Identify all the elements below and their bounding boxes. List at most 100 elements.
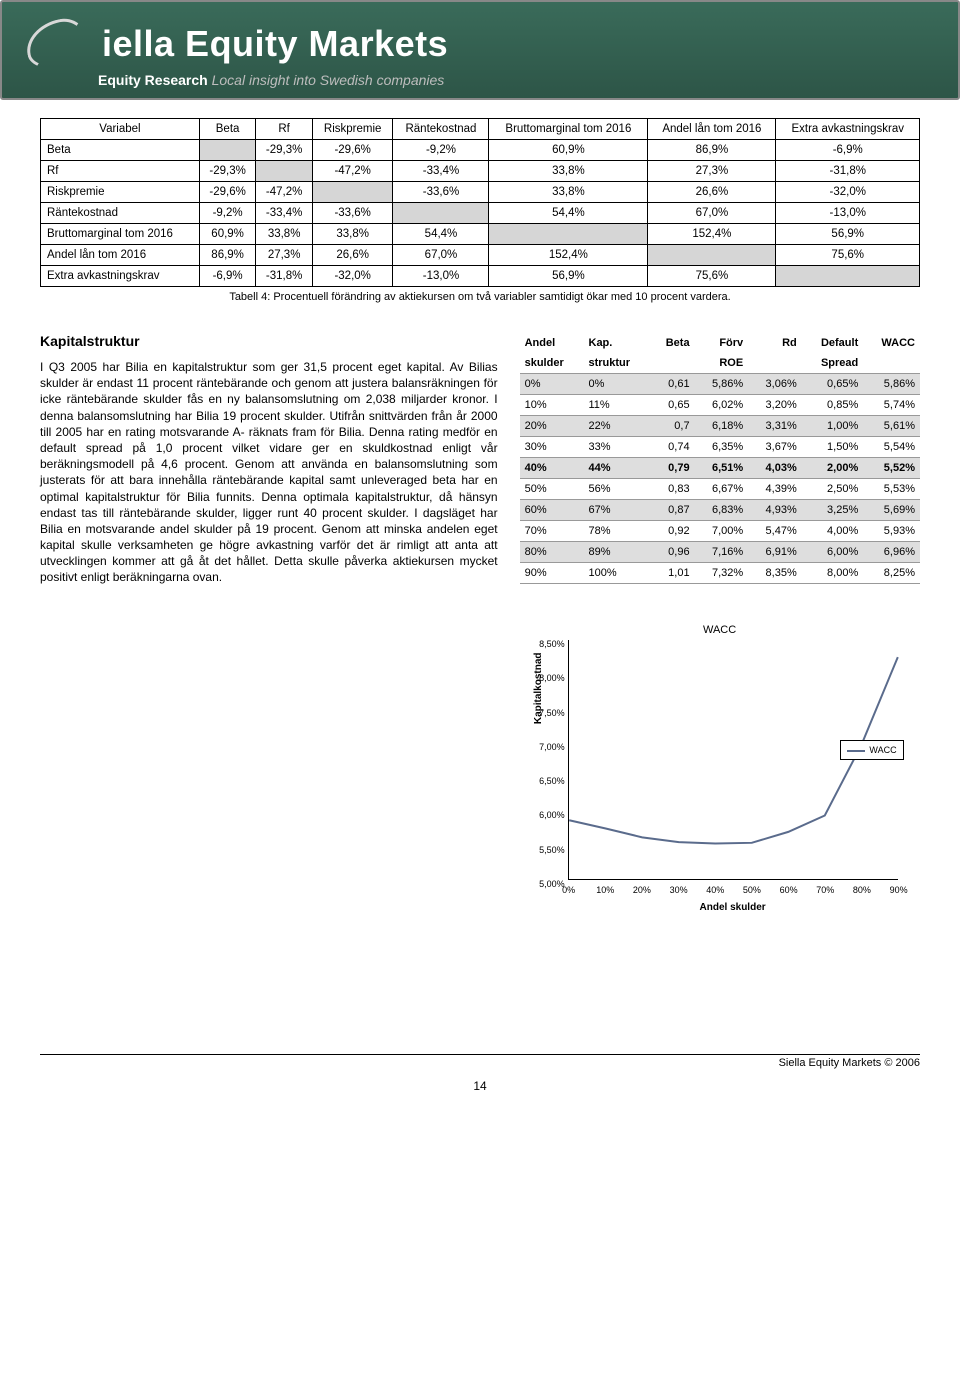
t2-cell: 6,67% [695,479,749,500]
xtick-label: 70% [816,885,834,895]
t1-cell: 75,6% [648,266,776,287]
t1-rowlabel: Rf [41,161,200,182]
t2-cell: 60% [520,500,584,521]
t2-cell: 0,65% [802,374,864,395]
table-row: 20%22%0,76,18%3,31%1,00%5,61% [520,416,920,437]
t1-cell [256,161,313,182]
banner-subtitle: Equity Research Local insight into Swedi… [98,72,934,88]
t2-cell: 8,00% [802,563,864,584]
ytick-label: 7,00% [527,742,565,752]
table-row: Andel lån tom 201686,9%27,3%26,6%67,0%15… [41,245,920,266]
t1-cell: -31,8% [776,161,920,182]
t2-cell: 0% [584,374,651,395]
table-row: 90%100%1,017,32%8,35%8,00%8,25% [520,563,920,584]
t2-cell: 6,35% [695,437,749,458]
t1-cell [199,140,256,161]
t2-cell: 0,87 [651,500,695,521]
page-footer: Siella Equity Markets © 2006 [40,1054,920,1069]
table-row: 60%67%0,876,83%4,93%3,25%5,69% [520,500,920,521]
sensitivity-table: VariabelBetaRfRiskpremieRäntekostnadBrut… [40,118,920,287]
t2-cell: 56% [584,479,651,500]
t1-cell: 152,4% [489,245,648,266]
chart-xlabel: Andel skulder [568,902,898,913]
t2-cell: 3,31% [748,416,802,437]
t1-header: Bruttomarginal tom 2016 [489,119,648,140]
t1-cell: -9,2% [199,203,256,224]
t2-subheader: struktur [584,353,651,374]
t2-cell: 80% [520,542,584,563]
table-row: Beta-29,3%-29,6%-9,2%60,9%86,9%-6,9% [41,140,920,161]
t2-cell: 5,86% [695,374,749,395]
t2-cell: 0,61 [651,374,695,395]
section-heading: Kapitalstruktur [40,333,498,349]
table-row: Extra avkastningskrav-6,9%-31,8%-32,0%-1… [41,266,920,287]
t1-cell: -32,0% [776,182,920,203]
t1-cell: 26,6% [312,245,393,266]
t2-cell: 1,01 [651,563,695,584]
t2-cell: 10% [520,395,584,416]
t2-cell: 8,25% [863,563,920,584]
t1-cell: 54,4% [393,224,489,245]
t2-cell: 2,00% [802,458,864,479]
t1-rowlabel: Andel lån tom 2016 [41,245,200,266]
t2-cell: 5,53% [863,479,920,500]
t1-rowlabel: Beta [41,140,200,161]
t2-cell: 90% [520,563,584,584]
t1-cell: -32,0% [312,266,393,287]
t2-cell: 0% [520,374,584,395]
t2-cell: 6,91% [748,542,802,563]
t1-cell: 67,0% [393,245,489,266]
wacc-chart: WACC Kapitalkostnad WACC 5,00%5,50%6,00%… [520,624,920,934]
t2-cell: 6,00% [802,542,864,563]
banner-sub-bold: Equity Research [98,72,208,88]
ytick-label: 5,00% [527,879,565,889]
t1-cell: 33,8% [312,224,393,245]
legend-label: WACC [869,745,896,755]
t1-cell: 54,4% [489,203,648,224]
t1-cell: -47,2% [256,182,313,203]
t1-cell: -9,2% [393,140,489,161]
t1-header: Beta [199,119,256,140]
chart-title: WACC [520,624,920,636]
t2-cell: 78% [584,521,651,542]
table-row: 80%89%0,967,16%6,91%6,00%6,96% [520,542,920,563]
t1-cell: 27,3% [256,245,313,266]
t2-subheader [651,353,695,374]
t2-cell: 7,16% [695,542,749,563]
t2-subheader [748,353,802,374]
table1-caption: Tabell 4: Procentuell förändring av akti… [40,291,920,303]
table-row: 10%11%0,656,02%3,20%0,85%5,74% [520,395,920,416]
t2-subheader [863,353,920,374]
header-banner: iella Equity Markets Equity Research Loc… [0,0,960,100]
t1-rowlabel: Bruttomarginal tom 2016 [41,224,200,245]
t2-subheader: Spread [802,353,864,374]
t2-cell: 0,74 [651,437,695,458]
t2-cell: 7,32% [695,563,749,584]
section-body: I Q3 2005 har Bilia en kapitalstruktur s… [40,359,498,586]
t2-cell: 40% [520,458,584,479]
ytick-label: 7,50% [527,708,565,718]
t1-cell: -33,6% [312,203,393,224]
xtick-label: 80% [853,885,871,895]
t2-subheader: skulder [520,353,584,374]
table-row: Bruttomarginal tom 201660,9%33,8%33,8%54… [41,224,920,245]
t2-cell: 1,50% [802,437,864,458]
t1-cell: -33,4% [393,161,489,182]
t2-cell: 6,83% [695,500,749,521]
t2-cell: 6,96% [863,542,920,563]
chart-legend: WACC [840,740,903,760]
t1-cell: -29,3% [199,161,256,182]
banner-title: iella Equity Markets [102,23,448,65]
xtick-label: 20% [633,885,651,895]
t1-cell: 75,6% [776,245,920,266]
t2-cell: 20% [520,416,584,437]
t1-cell: -33,6% [393,182,489,203]
t1-header: Räntekostnad [393,119,489,140]
footer-text: Siella Equity Markets © 2006 [779,1057,920,1069]
t1-cell: 56,9% [776,224,920,245]
t2-cell: 4,03% [748,458,802,479]
t2-cell: 89% [584,542,651,563]
t2-header: Rd [748,333,802,353]
t2-cell: 22% [584,416,651,437]
xtick-label: 10% [596,885,614,895]
